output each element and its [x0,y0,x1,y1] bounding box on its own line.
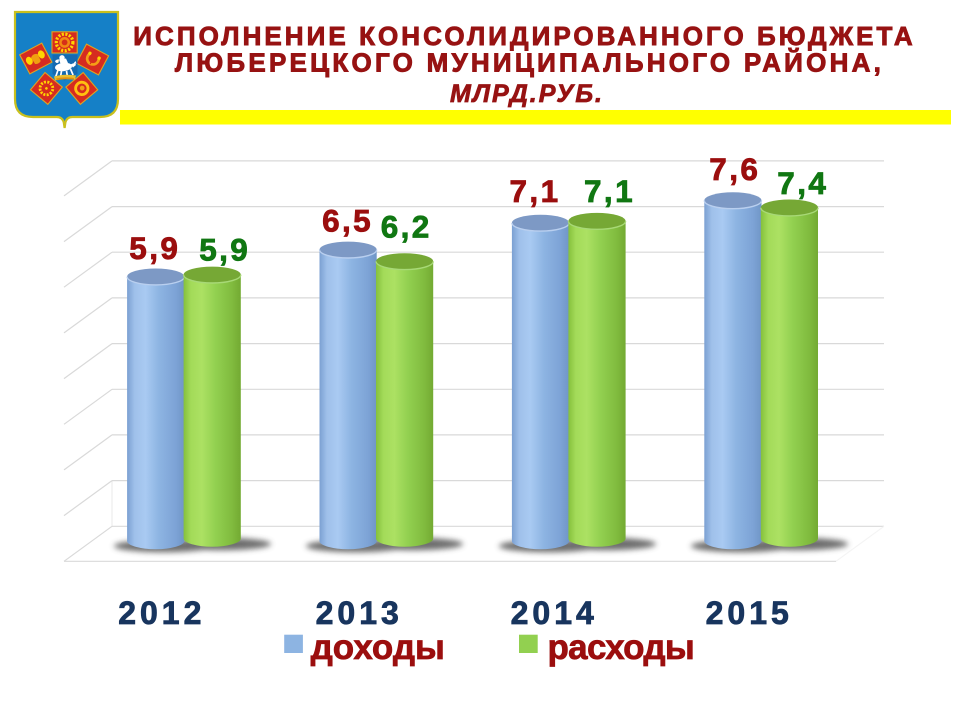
svg-text:ЛЮБЕРЕЦКОГО МУНИЦИПАЛЬНОГО РАЙ: ЛЮБЕРЕЦКОГО МУНИЦИПАЛЬНОГО РАЙОНА, [175,47,884,77]
svg-text:ИСПОЛНЕНИЕ КОНСОЛИДИРОВАННОГО: ИСПОЛНЕНИЕ КОНСОЛИДИРОВАННОГО БЮДЖЕТА [133,21,915,51]
svg-text:расходы: расходы [548,628,695,667]
svg-text:6,2: 6,2 [381,209,432,245]
svg-text:2012: 2012 [118,595,205,631]
svg-text:2015: 2015 [706,595,793,631]
svg-text:доходы: доходы [311,628,445,667]
svg-text:5,9: 5,9 [199,231,250,267]
svg-text:7,1: 7,1 [510,173,561,209]
svg-text:6,5: 6,5 [322,203,373,239]
svg-text:2013: 2013 [316,595,403,631]
svg-text:МЛРД.РУБ.: МЛРД.РУБ. [450,80,604,108]
svg-text:7,6: 7,6 [709,151,760,187]
svg-text:2014: 2014 [511,595,598,631]
svg-text:5,9: 5,9 [129,230,180,266]
svg-text:7,4: 7,4 [777,165,828,201]
svg-text:7,1: 7,1 [584,173,635,209]
